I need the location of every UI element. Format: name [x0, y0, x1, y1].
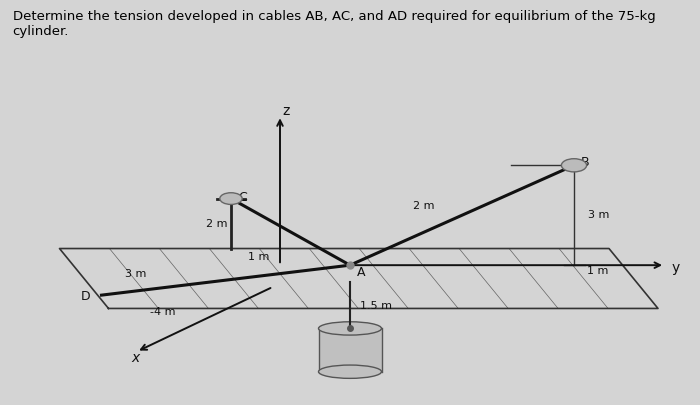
- Text: x: x: [132, 350, 140, 364]
- Text: A: A: [357, 266, 365, 279]
- Text: B: B: [581, 156, 589, 169]
- Text: z: z: [283, 104, 290, 118]
- Text: 2 m: 2 m: [413, 201, 435, 211]
- Text: C: C: [238, 191, 247, 204]
- Ellipse shape: [220, 193, 242, 205]
- Text: 1.5 m: 1.5 m: [360, 301, 393, 310]
- Text: 2 m: 2 m: [206, 218, 228, 228]
- Text: -4 m: -4 m: [150, 306, 176, 316]
- Ellipse shape: [318, 365, 382, 378]
- Ellipse shape: [561, 159, 587, 173]
- Ellipse shape: [318, 322, 382, 335]
- Text: 3 m: 3 m: [125, 269, 146, 279]
- Text: 3 m: 3 m: [588, 209, 610, 219]
- Text: 1 m: 1 m: [587, 266, 608, 275]
- Text: Determine the tension developed in cables AB, AC, and AD required for equilibriu: Determine the tension developed in cable…: [13, 10, 655, 38]
- Polygon shape: [318, 328, 382, 372]
- Text: y: y: [672, 260, 680, 274]
- Text: 1 m: 1 m: [248, 251, 270, 261]
- Text: D: D: [80, 289, 90, 302]
